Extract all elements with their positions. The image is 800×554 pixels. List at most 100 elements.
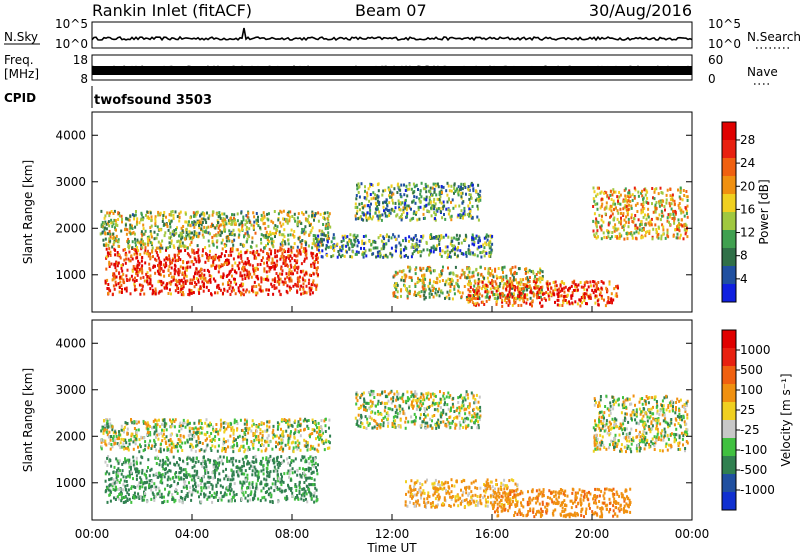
heatmap-cell <box>200 482 202 486</box>
heatmap-cell <box>102 243 105 247</box>
heatmap-cell <box>538 287 541 291</box>
heatmap-cell <box>166 470 169 474</box>
heatmap-cell <box>244 290 247 294</box>
heatmap-cell <box>599 191 602 195</box>
heatmap-cell <box>433 248 436 252</box>
heatmap-cell <box>358 185 361 189</box>
heatmap-cell <box>311 463 314 467</box>
heatmap-cell <box>201 464 204 468</box>
heatmap-cell <box>469 294 472 298</box>
heatmap-cell <box>168 254 171 258</box>
heatmap-cell <box>157 475 160 479</box>
heatmap-cell <box>415 195 418 199</box>
heatmap-cell <box>139 476 142 480</box>
heatmap-cell <box>566 301 569 305</box>
heatmap-cell <box>232 477 235 481</box>
heatmap-cell <box>260 241 263 245</box>
heatmap-cell <box>114 266 117 270</box>
heatmap-cell <box>242 269 245 273</box>
heatmap-cell <box>537 278 540 282</box>
heatmap-cell <box>240 472 243 476</box>
heatmap-cell <box>459 249 462 253</box>
heatmap-cell <box>431 193 434 197</box>
heatmap-cell <box>513 288 516 292</box>
heatmap-cell <box>149 485 152 489</box>
heatmap-cell <box>265 244 267 248</box>
heatmap-cell <box>633 195 636 198</box>
heatmap-cell <box>480 272 483 276</box>
cpid-program: twofsound 3503 <box>94 93 212 108</box>
heatmap-cell <box>200 267 203 271</box>
heatmap-cell <box>563 298 566 302</box>
heatmap-cell <box>353 238 356 242</box>
heatmap-cell <box>297 283 299 287</box>
heatmap-cell <box>273 267 276 271</box>
heatmap-cell <box>283 281 286 285</box>
heatmap-cell <box>396 271 399 275</box>
heatmap-cell <box>138 267 141 271</box>
heatmap-cell <box>560 281 563 284</box>
heatmap-cell <box>646 190 649 194</box>
heatmap-cell <box>513 298 515 302</box>
heatmap-cell <box>189 255 192 259</box>
heatmap-cell <box>366 194 369 198</box>
heatmap-cell <box>608 301 611 305</box>
heatmap-cell <box>276 459 279 463</box>
heatmap-cell <box>174 289 177 293</box>
heatmap-cell <box>294 496 297 499</box>
heatmap-cell <box>513 292 515 296</box>
heatmap-cell <box>486 238 489 242</box>
heatmap-cell <box>275 272 278 275</box>
heatmap-cell <box>440 236 443 240</box>
heatmap-cell <box>221 282 224 286</box>
heatmap-cell <box>281 233 284 237</box>
heatmap-cell <box>541 275 544 278</box>
heatmap-cell <box>246 499 249 503</box>
heatmap-cell <box>501 268 504 272</box>
heatmap-cell <box>193 277 195 281</box>
heatmap-cell <box>317 234 320 238</box>
heatmap-cell <box>150 497 153 501</box>
heatmap-cell <box>377 195 380 199</box>
heatmap-cell <box>570 284 573 288</box>
heatmap-cell <box>637 194 640 198</box>
heatmap-cell <box>229 492 231 496</box>
heatmap-cell <box>178 234 180 238</box>
heatmap-cell <box>397 199 400 203</box>
heatmap-cell <box>441 216 444 220</box>
heatmap-cell <box>138 263 141 267</box>
heatmap-cell <box>259 444 262 447</box>
heatmap-cell <box>272 469 275 473</box>
heatmap-cell <box>679 186 682 190</box>
heatmap-cell <box>251 240 254 244</box>
heatmap-cell <box>132 459 135 463</box>
heatmap-cell <box>497 267 500 270</box>
heatmap-cell <box>372 240 375 244</box>
heatmap-cell <box>269 500 272 504</box>
heatmap-cell <box>566 293 569 297</box>
heatmap-cell <box>267 224 270 228</box>
heatmap-cell <box>428 210 431 214</box>
heatmap-cell <box>511 295 514 299</box>
heatmap-cell <box>494 293 497 297</box>
heatmap-cell <box>478 292 481 296</box>
heatmap-cell <box>288 475 290 479</box>
heatmap-cell <box>250 492 253 496</box>
heatmap-cell <box>673 217 676 221</box>
heatmap-cell <box>289 233 292 237</box>
heatmap-cell <box>146 252 148 256</box>
heatmap-cell <box>368 248 371 252</box>
heatmap-cell <box>242 215 245 219</box>
heatmap-cell <box>619 193 622 197</box>
heatmap-cell <box>278 248 281 252</box>
heatmap-cell <box>203 482 206 486</box>
heatmap-cell <box>202 289 205 293</box>
heatmap-cell <box>283 228 286 232</box>
heatmap-cell <box>195 212 198 216</box>
heatmap-cell <box>414 248 417 252</box>
heatmap-cell <box>199 285 202 289</box>
heatmap-cell <box>135 470 137 474</box>
heatmap-cell <box>177 273 180 277</box>
heatmap-cell <box>125 216 128 220</box>
heatmap-cell <box>275 440 278 444</box>
